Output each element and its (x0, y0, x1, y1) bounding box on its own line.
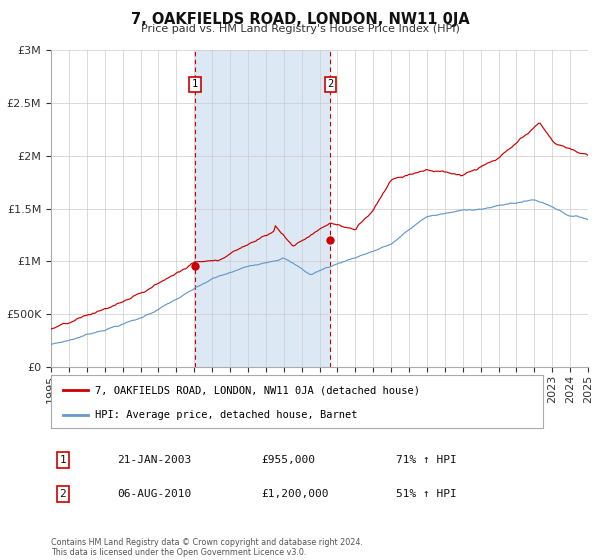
Text: 1: 1 (59, 455, 67, 465)
Text: Contains HM Land Registry data © Crown copyright and database right 2024.
This d: Contains HM Land Registry data © Crown c… (51, 538, 363, 557)
Text: 1: 1 (192, 79, 198, 89)
Text: HPI: Average price, detached house, Barnet: HPI: Average price, detached house, Barn… (95, 410, 358, 420)
Text: 06-AUG-2010: 06-AUG-2010 (117, 489, 191, 499)
Text: 2: 2 (327, 79, 334, 89)
Text: 2: 2 (59, 489, 67, 499)
Text: 7, OAKFIELDS ROAD, LONDON, NW11 0JA (detached house): 7, OAKFIELDS ROAD, LONDON, NW11 0JA (det… (95, 385, 420, 395)
Text: 51% ↑ HPI: 51% ↑ HPI (396, 489, 457, 499)
Bar (195, 50, 330, 367)
Text: 7, OAKFIELDS ROAD, LONDON, NW11 0JA: 7, OAKFIELDS ROAD, LONDON, NW11 0JA (131, 12, 469, 27)
Text: £955,000: £955,000 (261, 455, 315, 465)
Text: £1,200,000: £1,200,000 (261, 489, 329, 499)
Text: 21-JAN-2003: 21-JAN-2003 (117, 455, 191, 465)
Text: 71% ↑ HPI: 71% ↑ HPI (396, 455, 457, 465)
Text: Price paid vs. HM Land Registry's House Price Index (HPI): Price paid vs. HM Land Registry's House … (140, 24, 460, 34)
